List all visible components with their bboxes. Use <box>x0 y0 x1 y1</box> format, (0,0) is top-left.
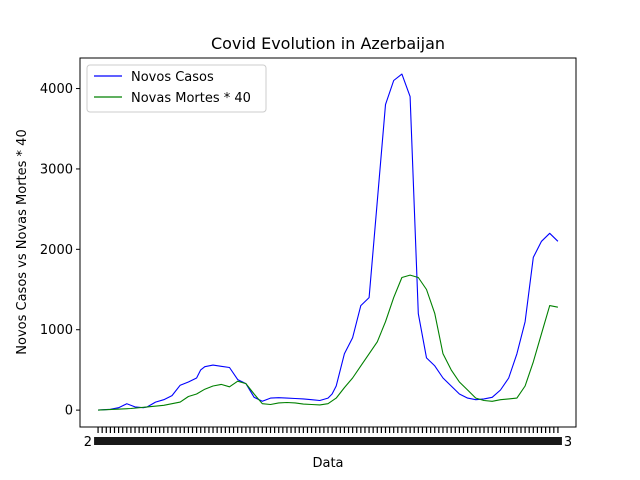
x-tick-label-last: 3 <box>564 435 572 450</box>
legend-label-novas-mortes: Novas Mortes * 40 <box>131 91 251 106</box>
y-tick-label: 0 <box>65 404 73 419</box>
legend: Novos Casos Novas Mortes * 40 <box>86 64 267 113</box>
series-line-1 <box>98 274 559 411</box>
y-tick-label: 3000 <box>40 162 73 177</box>
y-tick-label: 1000 <box>40 323 73 338</box>
x-tick-label-first: 2 <box>84 435 92 450</box>
plot-frame <box>79 57 577 428</box>
series-line-0 <box>98 73 559 411</box>
x-axis-label: Data <box>312 456 343 471</box>
y-axis-label: Novos Casos vs Novas Mortes * 40 <box>15 129 30 354</box>
legend-box <box>86 64 267 113</box>
series-layer <box>98 73 559 411</box>
plot-area <box>79 57 577 428</box>
legend-label-novos-casos: Novos Casos <box>131 70 214 85</box>
x-tick-label-band <box>94 437 562 445</box>
y-tick-label: 4000 <box>40 82 73 97</box>
y-axis: 0 1000 2000 3000 4000 <box>40 82 80 419</box>
y-tick-label: 2000 <box>40 243 73 258</box>
chart-title: Covid Evolution in Azerbaijan <box>211 34 445 53</box>
